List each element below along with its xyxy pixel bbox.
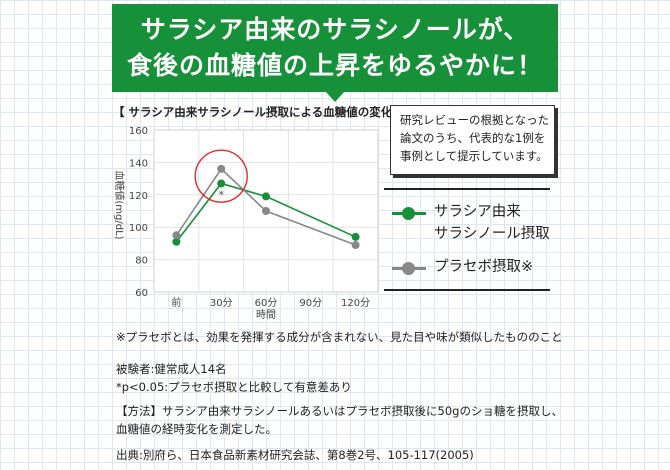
y-tick-label: 80 [135,256,148,267]
y-tick-label: 140 [129,158,148,169]
legend-marker-placebo [392,259,428,277]
legend-label-placebo-line-1: プラセボ摂取※ [434,259,534,275]
chart-title: 【 サラシア由来サラシノール摂取による血糖値の変化 】 [113,105,408,119]
y-tick-label: 120 [129,191,148,202]
legend-label-salacia: サラシア由来 サラシノール摂取 [434,201,550,245]
note-box: 研究レビューの根拠となった 論文のうち、代表的な1例を 事例として提示しています… [390,105,555,175]
x-axis-label: 時間 [256,309,276,321]
y-tick-label: 160 [129,126,148,137]
method-line-1: 【方法】サラシア由来サラシノールあるいはプラセボ摂取後に50gのショ糖を摂取し、 [116,404,563,418]
placebo-note: ※プラセボとは、効果を発揮する成分が含まれない、見た目や味が類似したもののこと [116,330,563,344]
note-line-2: 論文のうち、代表的な1例を [400,131,546,145]
legend-divider-bottom [384,289,550,291]
plot-border [153,129,379,293]
x-tick-label: 60分 [255,297,278,309]
y-tick-label: 100 [129,223,148,234]
data-point-placebo [351,241,360,250]
data-point-salacia [172,237,181,246]
x-tick-label: 120分 [341,297,370,309]
highlight-circle [194,149,248,203]
method-line-2: 血糖値の経時変化を測定した。 [116,422,277,436]
significance-note: *p<0.05:プラセボ摂取と比較して有意差あり [116,380,352,394]
x-tick-label: 前 [171,296,181,309]
legend-dot-placebo [402,262,415,275]
x-tick-label: 30分 [210,297,233,309]
data-point-salacia [351,232,360,241]
headline-line-1: サラシア由来のサラシノールが、 [140,15,530,44]
y-axis-label: 血糖値(mg/dL) [113,170,126,239]
method-notes: 【方法】サラシア由来サラシノールあるいはプラセボ摂取後に50gのショ糖を摂取し、… [116,402,563,438]
study-notes: 被験者:健常成人14名 *p<0.05:プラセボ摂取と比較して有意差あり [116,360,352,396]
legend-marker-salacia [392,204,428,222]
banner-pointer [325,91,345,102]
note-line-3: 事例として提示しています。 [400,149,548,163]
headline-banner: サラシア由来のサラシノールが、 食後の血糖値の上昇をゆるやかに！ [112,4,558,92]
legend-item-salacia: サラシア由来 サラシノール摂取 [392,201,550,245]
data-point-salacia [262,192,270,201]
legend-label-placebo: プラセボ摂取※ [434,256,533,278]
note-line-1: 研究レビューの根拠となった [400,113,550,127]
data-point-salacia [217,179,226,188]
data-point-placebo [172,231,181,240]
legend-item-placebo: プラセボ摂取※ [392,256,533,278]
legend-divider-top [384,188,550,190]
y-tick-label: 60 [135,288,148,299]
data-point-placebo [262,207,270,215]
subjects-note: 被験者:健常成人14名 [116,362,227,376]
legend-dot-salacia [402,207,415,220]
legend-label-salacia-line-2: サラシノール摂取 [434,226,550,242]
legend-label-salacia-line-1: サラシア由来 [434,204,521,220]
headline-line-2: 食後の血糖値の上昇をゆるやかに！ [126,51,543,80]
source-note: 出典:別府ら、日本食品新素材研究会誌、第8巻2号、105-117(2005) [116,448,474,462]
data-point-placebo [217,164,226,173]
significance-asterisk: * [218,188,224,201]
x-tick-label: 90分 [299,297,322,309]
